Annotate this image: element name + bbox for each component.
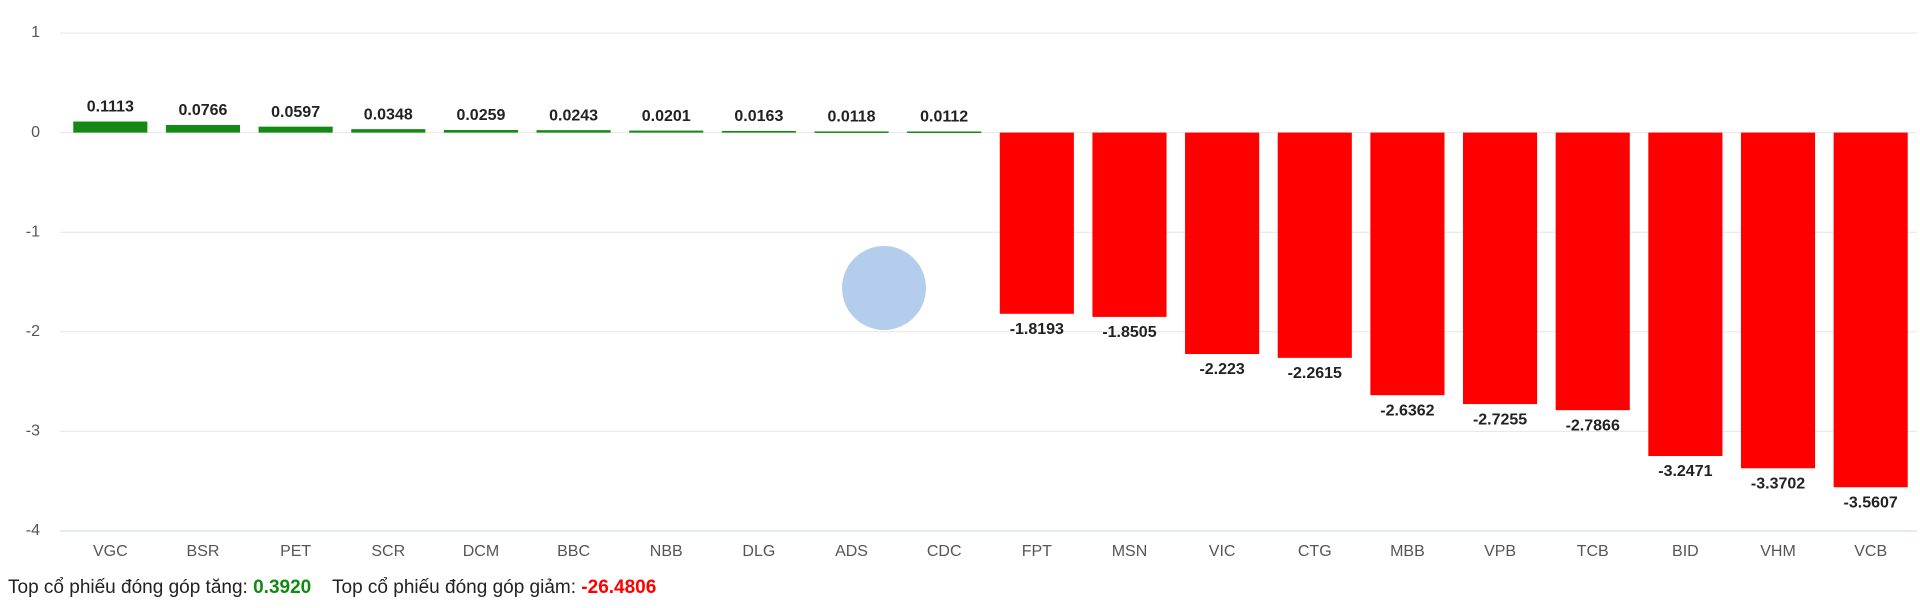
y-tick-label: 0: [31, 124, 40, 141]
bar: [1092, 132, 1167, 317]
bar: [1740, 132, 1816, 469]
bar: [629, 130, 704, 133]
x-tick-label: VPB: [1484, 543, 1516, 560]
x-tick-label: BBC: [557, 543, 590, 560]
value-label: -1.8193: [1010, 321, 1064, 338]
bar: [351, 129, 426, 133]
gain-label: Top cổ phiếu đóng góp tăng:: [8, 577, 248, 598]
x-tick-label: SCR: [371, 543, 405, 560]
y-tick-label: -2: [26, 323, 40, 340]
value-label: -2.223: [1199, 361, 1244, 378]
value-label: 0.0118: [827, 109, 875, 126]
x-tick-label: VHM: [1760, 543, 1796, 560]
x-tick-label: BSR: [187, 543, 220, 560]
value-label: -1.8505: [1102, 324, 1156, 341]
value-label: -3.2471: [1658, 463, 1712, 480]
watermark: [842, 246, 926, 330]
value-label: -2.6362: [1380, 402, 1434, 419]
value-label: 0.0348: [364, 106, 413, 123]
x-tick-label: MSN: [1112, 543, 1148, 560]
bar: [1555, 132, 1630, 411]
bar: [73, 121, 148, 133]
x-tick-label: VCB: [1854, 543, 1887, 560]
value-label: 0.0112: [920, 109, 968, 126]
value-label: -3.5607: [1844, 494, 1898, 511]
y-tick-label: -3: [26, 423, 40, 440]
y-tick-label: -1: [26, 223, 40, 240]
loss-label: Top cổ phiếu đóng góp giảm:: [332, 577, 577, 598]
value-label: -2.2615: [1288, 365, 1342, 382]
bar: [536, 130, 611, 133]
bar: [1277, 132, 1352, 358]
value-label: 0.0201: [642, 108, 691, 125]
x-tick-label: DCM: [463, 543, 499, 560]
value-label: 0.0243: [549, 107, 598, 124]
value-label: -3.3702: [1751, 475, 1805, 492]
chart: -4 -3 -2 -1 0 1 VGC 0.1113 BSR 0.0766 PET 0.0597 SCR…: [26, 24, 1917, 560]
bar: [1463, 132, 1538, 405]
watermark-logo: [842, 246, 926, 330]
x-tick-label: VIC: [1209, 543, 1236, 560]
x-tick-label: BID: [1672, 543, 1699, 560]
x-tick-label: FPT: [1022, 543, 1052, 560]
bar: [1833, 132, 1908, 488]
value-label: 0.0163: [734, 108, 783, 125]
value-label: 0.0259: [456, 107, 505, 124]
y-tick-label: 1: [31, 24, 40, 41]
x-tick-label: DLG: [742, 543, 775, 560]
x-tick-label: TCB: [1577, 543, 1609, 560]
footer: Top cổ phiếu đóng góp tăng: 0.3920 Top c…: [8, 577, 656, 599]
bar: [721, 130, 796, 133]
y-tick-label: -4: [26, 522, 40, 539]
bar: [907, 131, 982, 133]
gain-value: 0.3920: [253, 577, 312, 598]
value-label: 0.0766: [179, 102, 228, 119]
x-tick-label: CDC: [927, 543, 962, 560]
x-tick-label: ADS: [835, 543, 868, 560]
x-tick-label: PET: [280, 543, 311, 560]
loss-value: -26.4806: [581, 577, 657, 598]
bar: [1648, 132, 1723, 457]
bar: [443, 130, 518, 133]
x-tick-label: NBB: [650, 543, 683, 560]
value-label: -2.7255: [1473, 411, 1527, 428]
bar: [165, 124, 241, 133]
x-tick-label: VGC: [93, 543, 128, 560]
bar: [258, 126, 333, 133]
x-tick-label: CTG: [1298, 543, 1332, 560]
bar: [1370, 132, 1445, 396]
value-label: -2.7866: [1566, 417, 1620, 434]
value-label: 0.1113: [87, 99, 134, 116]
bar: [1185, 132, 1260, 355]
value-label: 0.0597: [271, 104, 320, 121]
bar: [814, 131, 889, 133]
bar: [999, 132, 1074, 314]
x-tick-label: MBB: [1390, 543, 1425, 560]
